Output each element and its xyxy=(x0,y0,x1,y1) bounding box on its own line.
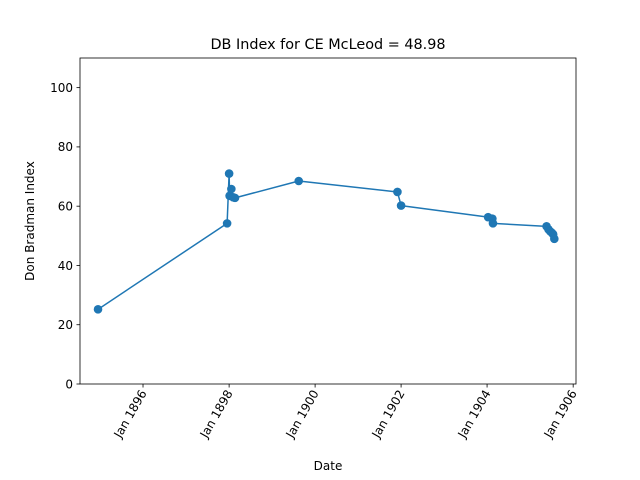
data-point xyxy=(488,219,498,228)
data-point xyxy=(224,169,234,178)
y-tick-label: 20 xyxy=(58,318,73,332)
y-axis: 0 20 40 60 80 100 xyxy=(50,81,80,391)
x-axis-label: Date xyxy=(314,459,343,473)
data-point xyxy=(396,201,406,210)
series-layer xyxy=(93,169,559,314)
y-tick-label: 0 xyxy=(65,377,73,391)
y-tick-label: 80 xyxy=(58,140,73,154)
y-tick-label: 100 xyxy=(50,81,73,95)
data-point xyxy=(222,219,232,228)
data-point xyxy=(227,184,236,194)
chart-title: DB Index for CE McLeod = 48.98 xyxy=(210,37,445,53)
data-point xyxy=(230,193,240,203)
data-point xyxy=(393,187,402,197)
plot-area xyxy=(80,58,576,384)
plot-frame xyxy=(79,57,577,385)
data-point xyxy=(550,234,559,244)
plot-background xyxy=(80,58,576,384)
data-point xyxy=(93,305,103,314)
y-tick-label: 40 xyxy=(58,259,73,273)
y-tick-label: 60 xyxy=(58,199,73,213)
y-axis-label: Don Bradman Index xyxy=(23,161,37,281)
data-point xyxy=(294,176,304,186)
